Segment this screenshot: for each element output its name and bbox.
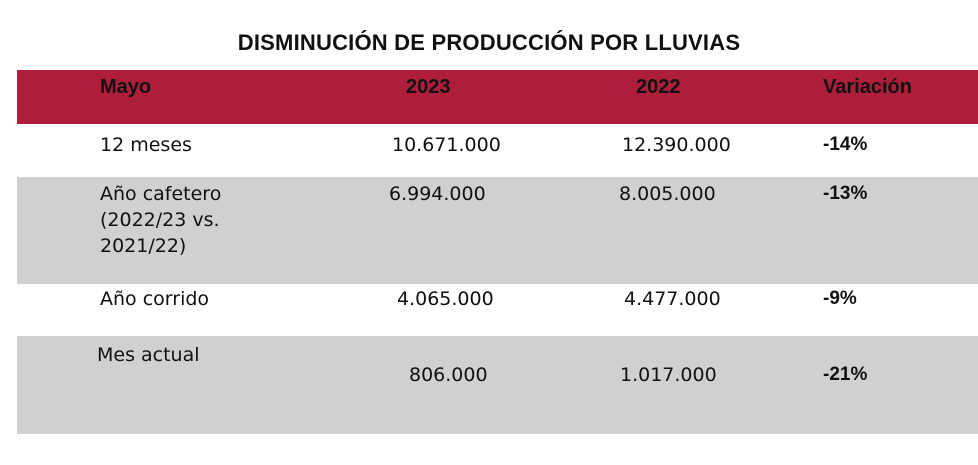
row-label: Año cafetero (2022/23 vs. 2021/22): [100, 183, 222, 257]
value-2023: 4.065.000: [397, 288, 494, 310]
row-label: Mes actual: [97, 344, 200, 366]
table-row: Año cafetero (2022/23 vs. 2021/22) 6.994…: [17, 177, 978, 284]
table-row: 12 meses 10.671.000 12.390.000 -14%: [17, 124, 978, 177]
value-2023: 806.000: [409, 364, 488, 386]
header-2022: 2022: [636, 76, 681, 98]
variation-value: -14%: [823, 134, 868, 155]
table-row: Mes actual 806.000 1.017.000 -21%: [17, 336, 978, 434]
value-2023: 10.671.000: [392, 134, 501, 156]
header-2023: 2023: [406, 76, 451, 98]
row-label: Año corrido: [100, 288, 210, 310]
page-title: DISMINUCIÓN DE PRODUCCIÓN POR LLUVIAS: [237, 30, 741, 55]
table-header-row: Mayo 2023 2022 Variación: [17, 70, 978, 124]
value-2022: 8.005.000: [619, 183, 716, 205]
variation-value: -13%: [823, 183, 868, 204]
value-2023: 6.994.000: [389, 183, 486, 205]
variation-value: -21%: [823, 364, 868, 385]
value-2022: 4.477.000: [624, 288, 721, 310]
header-month: Mayo: [100, 76, 152, 98]
variation-value: -9%: [823, 288, 857, 309]
value-2022: 12.390.000: [622, 134, 731, 156]
header-variation: Variación: [823, 76, 912, 98]
table-row: Año corrido 4.065.000 4.477.000 -9%: [17, 284, 978, 336]
row-label: 12 meses: [100, 134, 192, 156]
value-2022: 1.017.000: [620, 364, 717, 386]
